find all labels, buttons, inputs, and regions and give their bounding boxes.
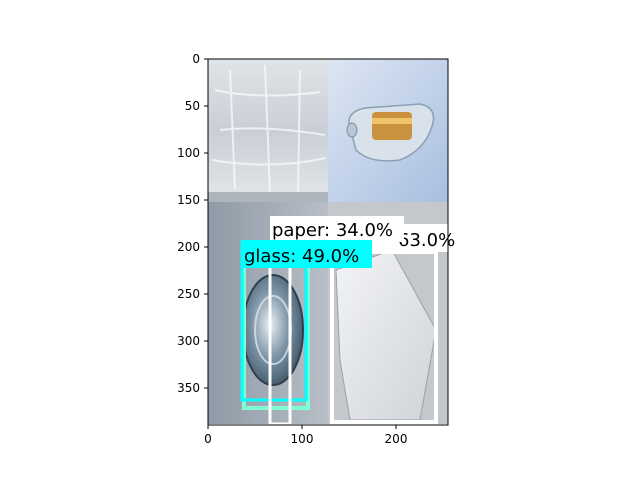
bottle-shape [346, 103, 435, 162]
y-tick-label: 50 [185, 99, 200, 113]
axes-frame [207, 58, 449, 426]
lid-shape [242, 274, 304, 386]
label-paper-text: paper: 34.0% [272, 220, 393, 241]
y-tick-label: 300 [177, 334, 200, 348]
wrap-texture [211, 64, 327, 196]
x-axis: 0 100 200 [204, 425, 407, 446]
y-tick-label: 200 [177, 240, 200, 254]
label-glass-bg [242, 240, 372, 268]
wrap-shadow-band [208, 192, 328, 202]
y-tick-label: 250 [177, 287, 200, 301]
y-tick-label: 0 [192, 52, 200, 66]
x-tick-label: 100 [291, 432, 314, 446]
label-63-text: 63.0% [398, 230, 455, 251]
y-tick-label: 350 [177, 381, 200, 395]
x-tick-label: 0 [204, 432, 212, 446]
detection-labels: 63.0% paper: 34.0% glass: 49.0% [242, 216, 455, 268]
label-paper-bg [270, 216, 404, 242]
y-tick-label: 150 [177, 193, 200, 207]
y-tick-label: 100 [177, 146, 200, 160]
label-glass-text: glass: 49.0% [244, 246, 359, 267]
x-tick-label: 200 [385, 432, 408, 446]
y-axis: 0 50 100 150 200 250 300 350 [177, 52, 208, 395]
